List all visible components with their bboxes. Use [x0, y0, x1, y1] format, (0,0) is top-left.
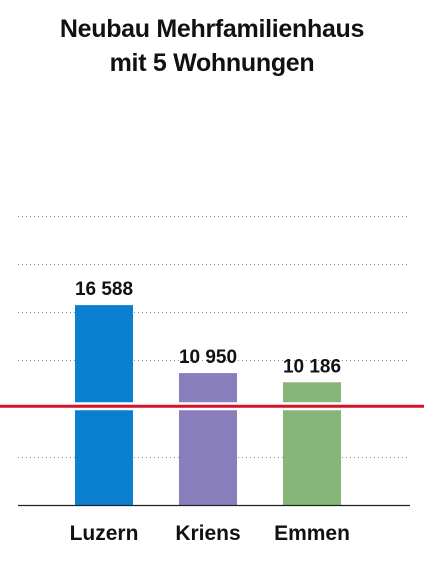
- bar-kriens: [179, 373, 237, 505]
- x-tick-label: Luzern: [70, 522, 139, 545]
- value-label: 10 186: [283, 356, 341, 377]
- x-tick-label: Emmen: [274, 522, 350, 545]
- value-label: 10 950: [179, 347, 237, 368]
- value-labels: 16 588 10 950 10 186: [75, 279, 341, 377]
- x-axis: Luzern Kriens Emmen: [18, 504, 410, 545]
- bar-emmen: [283, 382, 341, 505]
- x-tick-label: Kriens: [175, 522, 240, 545]
- chart-title: Neubau Mehrfamilienhaus mit 5 Wohnungen: [0, 12, 424, 80]
- chart-title-line-1: Neubau Mehrfamilienhaus: [59, 15, 365, 43]
- chart-title-line-2: mit 5 Wohnungen: [109, 49, 315, 77]
- value-label: 16 588: [75, 279, 133, 300]
